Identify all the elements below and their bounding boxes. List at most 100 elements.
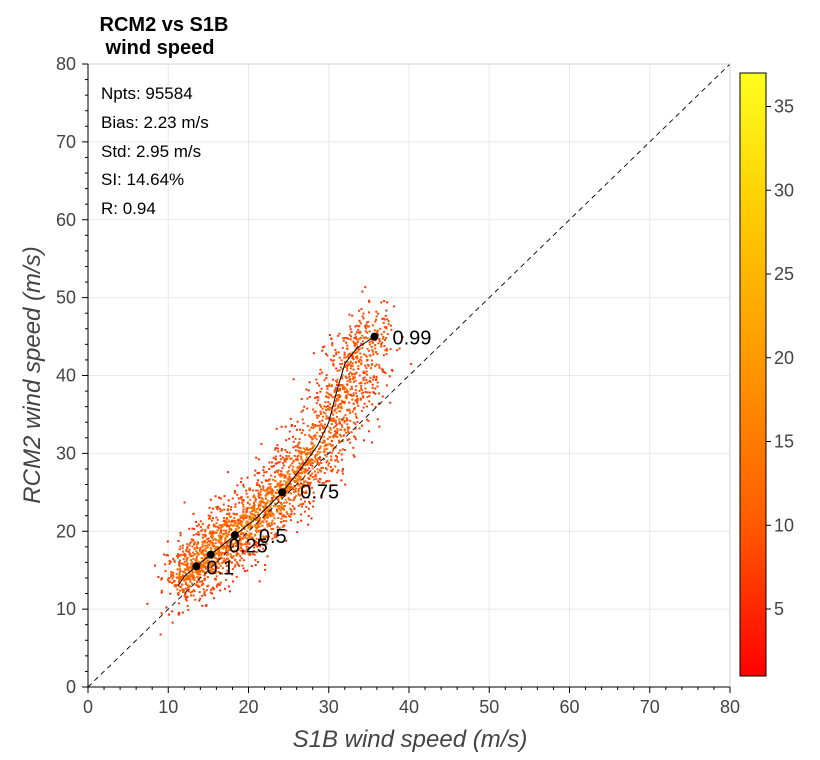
scatter-point [301, 467, 304, 470]
scatter-point [280, 484, 283, 487]
scatter-point [258, 471, 261, 474]
scatter-point [259, 501, 262, 504]
scatter-point [243, 550, 246, 553]
scatter-point [296, 482, 299, 485]
scatter-point [300, 513, 303, 516]
scatter-point [398, 347, 401, 350]
scatter-point [305, 447, 308, 450]
scatter-point [146, 602, 149, 605]
scatter-point [244, 534, 247, 537]
scatter-point [318, 447, 321, 450]
scatter-point [340, 458, 343, 461]
scatter-point [322, 439, 325, 442]
scatter-point [297, 492, 300, 495]
scatter-point [351, 373, 354, 376]
scatter-point [307, 458, 310, 461]
scatter-point [349, 360, 352, 363]
scatter-point [305, 448, 308, 451]
scatter-point [177, 576, 180, 579]
scatter-point [201, 550, 204, 553]
scatter-point [325, 377, 328, 380]
scatter-point [209, 546, 212, 549]
scatter-point [354, 336, 357, 339]
scatter-point [319, 445, 322, 448]
scatter-point [260, 488, 263, 491]
scatter-point [286, 483, 289, 486]
scatter-point [377, 312, 380, 315]
scatter-point [290, 485, 293, 488]
scatter-point [347, 431, 350, 434]
scatter-point [343, 419, 346, 422]
scatter-point [347, 354, 350, 357]
scatter-point [242, 498, 245, 501]
scatter-point [217, 549, 220, 552]
scatter-point [213, 588, 216, 591]
scatter-point [242, 500, 245, 503]
scatter-point [271, 488, 274, 491]
scatter-point [354, 412, 357, 415]
scatter-point [220, 530, 223, 533]
scatter-point [289, 417, 292, 420]
scatter-point [178, 565, 181, 568]
scatter-point [236, 551, 239, 554]
scatter-point [296, 455, 299, 458]
scatter-point [295, 428, 298, 431]
scatter-point [335, 397, 338, 400]
colorbar-tick-label: 25 [774, 264, 794, 284]
scatter-point [285, 520, 288, 523]
scatter-point [222, 560, 225, 563]
scatter-point [260, 442, 263, 445]
scatter-point [212, 507, 215, 510]
scatter-point [307, 523, 310, 526]
scatter-point [350, 431, 353, 434]
scatter-point [197, 553, 200, 556]
scatter-point [259, 494, 262, 497]
scatter-point [186, 547, 189, 550]
y-tick-label: 50 [56, 288, 76, 308]
scatter-point [359, 397, 362, 400]
scatter-point [279, 509, 282, 512]
scatter-point [349, 353, 352, 356]
scatter-point [275, 532, 278, 535]
scatter-point [289, 478, 292, 481]
scatter-point [188, 548, 191, 551]
scatter-point [349, 367, 352, 370]
scatter-point [201, 594, 204, 597]
scatter-point [335, 386, 338, 389]
scatter-point [375, 310, 378, 313]
scatter-point [271, 498, 274, 501]
scatter-point [263, 505, 266, 508]
y-axis-label: RCM2 wind speed (m/s) [19, 246, 46, 503]
scatter-point [320, 470, 323, 473]
scatter-point [191, 571, 194, 574]
scatter-point [222, 520, 225, 523]
scatter-point [241, 525, 244, 528]
scatter-point [277, 469, 280, 472]
scatter-point [296, 531, 299, 534]
scatter-point [262, 547, 265, 550]
scatter-point [380, 333, 383, 336]
scatter-point [264, 503, 267, 506]
scatter-point [309, 461, 312, 464]
scatter-point [360, 409, 363, 412]
colorbar-tick-label: 5 [774, 599, 784, 619]
scatter-point [246, 541, 249, 544]
scatter-point [374, 406, 377, 409]
scatter-point [289, 498, 292, 501]
scatter-point [370, 363, 373, 366]
scatter-point [330, 444, 333, 447]
scatter-point [274, 491, 277, 494]
scatter-point [345, 394, 348, 397]
scatter-point [240, 480, 243, 483]
scatter-point [315, 438, 318, 441]
scatter-point [333, 435, 336, 438]
scatter-point [341, 448, 344, 451]
scatter-point [262, 485, 265, 488]
scatter-point [277, 450, 280, 453]
scatter-point [201, 581, 204, 584]
scatter-point [183, 595, 186, 598]
x-tick-label: 50 [479, 697, 499, 717]
scatter-point [368, 354, 371, 357]
scatter-point [340, 405, 343, 408]
scatter-point [179, 585, 182, 588]
